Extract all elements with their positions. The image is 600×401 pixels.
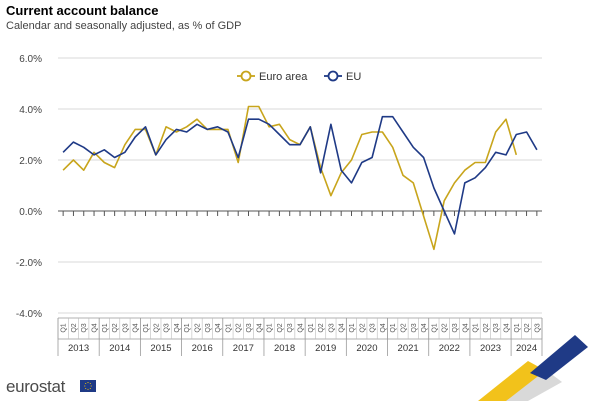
quarter-label: Q4: [339, 323, 346, 332]
quarter-label: Q4: [256, 323, 263, 332]
y-tick-label: 0.0%: [19, 207, 42, 218]
quarter-label: Q2: [236, 323, 243, 332]
quarter-label: Q2: [400, 323, 407, 332]
quarter-label: Q3: [164, 323, 171, 332]
year-label: 2020: [356, 343, 377, 354]
quarter-label: Q3: [81, 323, 88, 332]
decor-swoosh-blue: [530, 335, 588, 380]
quarter-label: Q4: [298, 323, 305, 332]
quarter-label: Q4: [421, 323, 428, 332]
quarter-label: Q4: [215, 323, 222, 332]
quarter-label: Q1: [390, 323, 397, 332]
quarter-label: Q2: [195, 323, 202, 332]
quarter-label: Q1: [267, 323, 274, 332]
quarter-label: Q3: [452, 323, 459, 332]
year-label: 2017: [233, 343, 254, 354]
year-label: 2014: [109, 343, 130, 354]
quarter-label: Q1: [349, 323, 356, 332]
y-tick-label: -2.0%: [16, 258, 42, 269]
legend-euro-area-label: Euro area: [259, 71, 308, 83]
quarter-label: Q3: [205, 323, 212, 332]
quarter-label: Q3: [328, 323, 335, 332]
quarter-label: Q4: [174, 323, 181, 332]
quarter-label: Q4: [92, 323, 99, 332]
quarter-label: Q1: [61, 323, 68, 332]
series-line-euro-area: [62, 105, 518, 251]
quarter-label: Q3: [534, 323, 541, 332]
quarter-label: Q1: [225, 323, 232, 332]
quarter-label: Q2: [112, 323, 119, 332]
year-label: 2019: [315, 343, 336, 354]
quarter-label: Q1: [473, 323, 480, 332]
quarter-label: Q1: [308, 323, 315, 332]
quarter-label: Q1: [514, 323, 521, 332]
legend-eu-label: EU: [346, 71, 361, 83]
year-label: 2013: [68, 343, 89, 354]
quarter-label: Q4: [133, 323, 140, 332]
quarter-label: Q1: [143, 323, 150, 332]
quarter-label: Q2: [483, 323, 490, 332]
y-tick-label: 6.0%: [19, 54, 42, 65]
y-tick-label: -4.0%: [16, 309, 42, 320]
year-label: 2018: [274, 343, 295, 354]
quarter-label: Q4: [462, 323, 469, 332]
y-tick-label: 2.0%: [19, 156, 42, 167]
legend-eu-marker: [327, 70, 339, 82]
chart-title: Current account balance: [6, 3, 159, 18]
quarter-label: Q3: [411, 323, 418, 332]
year-label: 2015: [150, 343, 171, 354]
year-label: 2023: [480, 343, 501, 354]
quarter-label: Q2: [153, 323, 160, 332]
quarter-label: Q2: [442, 323, 449, 332]
legend-euro-area-marker: [240, 70, 252, 82]
quarter-label: Q3: [246, 323, 253, 332]
eu-flag-icon: [80, 380, 96, 392]
quarter-label: Q2: [71, 323, 78, 332]
eurostat-logo: eurostat: [6, 377, 66, 396]
chart-subtitle: Calendar and seasonally adjusted, as % o…: [6, 20, 242, 32]
decor-swoosh-yellow: [478, 361, 548, 401]
quarter-label: Q3: [370, 323, 377, 332]
quarter-label: Q3: [122, 323, 129, 332]
y-tick-label: 4.0%: [19, 105, 42, 116]
quarter-label: Q1: [184, 323, 191, 332]
quarter-label: Q3: [287, 323, 294, 332]
year-label: 2024: [516, 343, 537, 354]
quarter-label: Q2: [318, 323, 325, 332]
series-line-eu: [62, 115, 538, 235]
quarter-label: Q4: [503, 323, 510, 332]
quarter-label: Q3: [493, 323, 500, 332]
year-label: 2016: [192, 343, 213, 354]
year-label: 2021: [398, 343, 419, 354]
quarter-label: Q4: [380, 323, 387, 332]
quarter-label: Q1: [431, 323, 438, 332]
year-label: 2022: [439, 343, 460, 354]
quarter-label: Q2: [524, 323, 531, 332]
quarter-label: Q2: [359, 323, 366, 332]
quarter-label: Q2: [277, 323, 284, 332]
quarter-label: Q1: [102, 323, 109, 332]
